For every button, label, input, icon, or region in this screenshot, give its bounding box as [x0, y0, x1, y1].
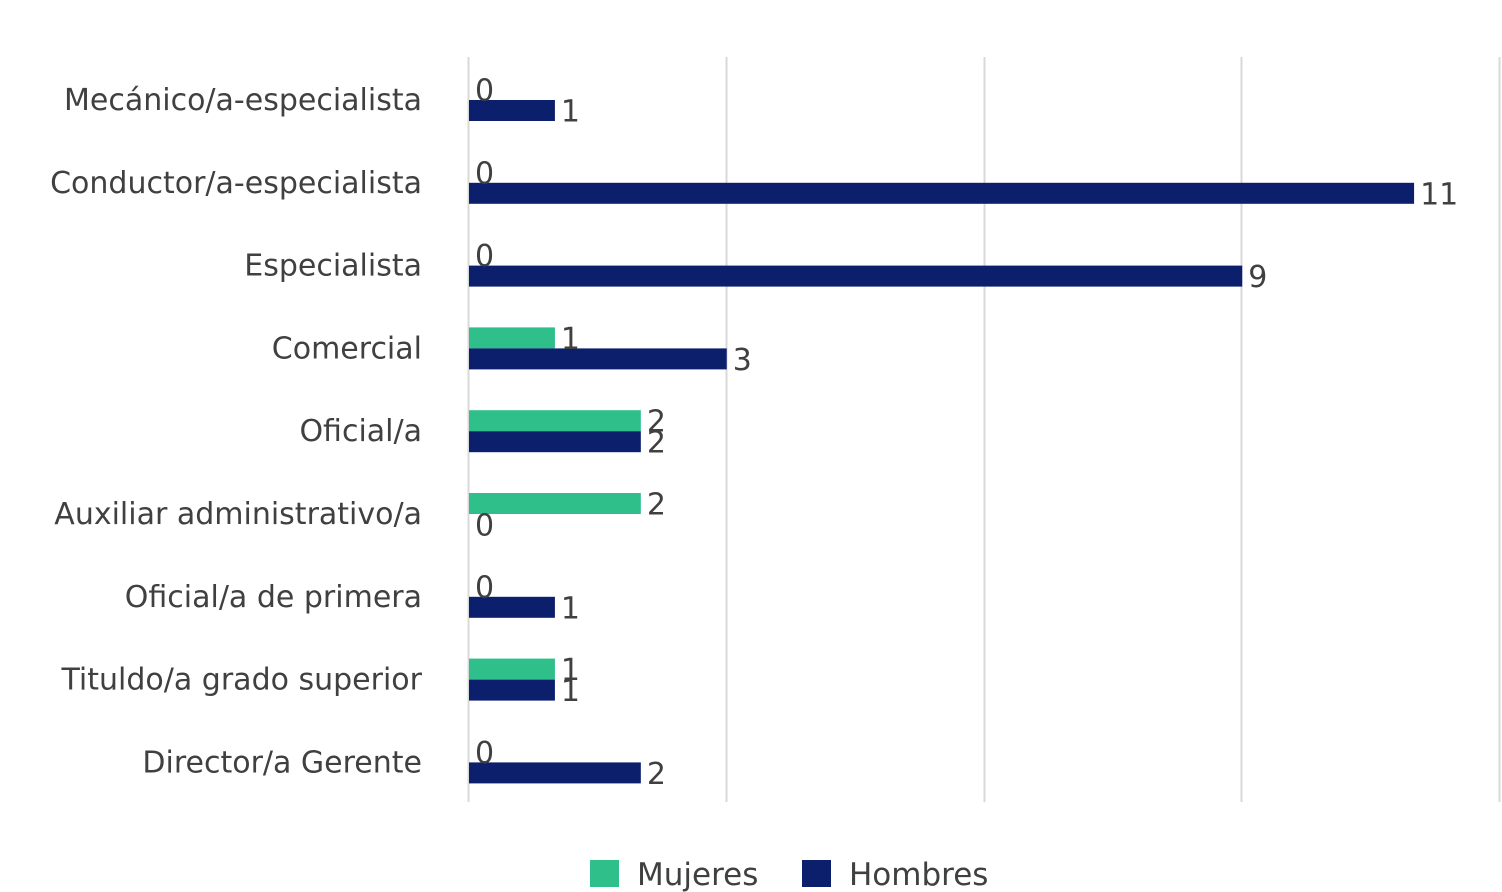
data-label-mujeres-tituldo-a-grado-superior: 1	[561, 653, 580, 688]
bar-mujeres-oficial-a	[469, 410, 641, 432]
data-label-mujeres-mecanico-a-especialista: 0	[475, 74, 494, 109]
legend-swatch-mujeres	[590, 860, 619, 887]
bars	[469, 100, 1415, 784]
bar-hombres-mecanico-a-especialista	[469, 100, 555, 121]
data-label-hombres-especialista: 9	[1248, 260, 1267, 295]
data-label-hombres-director-a-gerente: 2	[647, 757, 666, 792]
bar-hombres-director-a-gerente	[469, 762, 641, 784]
data-label-mujeres-oficial-a-de-primera: 0	[475, 570, 494, 605]
data-label-mujeres-conductor-a-especialista: 0	[475, 156, 494, 191]
category-label-oficial-a-de-primera: Oficial/a de primera	[125, 580, 422, 615]
data-label-hombres-auxiliar-administrativo-a: 0	[475, 509, 494, 544]
data-label-hombres-conductor-a-especialista: 11	[1420, 177, 1458, 212]
legend-label-mujeres: Mujeres	[637, 857, 758, 892]
bar-hombres-tituldo-a-grado-superior	[469, 679, 555, 701]
data-label-mujeres-especialista: 0	[475, 239, 494, 274]
data-label-hombres-tituldo-a-grado-superior: 1	[561, 674, 580, 709]
category-label-comercial: Comercial	[272, 331, 422, 366]
bar-hombres-comercial	[469, 348, 727, 370]
category-label-oficial-a: Oficial/a	[299, 414, 422, 449]
category-label-mecanico-a-especialista: Mecánico/a-especialista	[64, 83, 422, 118]
data-label-hombres-oficial-a: 2	[647, 426, 666, 461]
legend-label-hombres: Hombres	[849, 857, 988, 892]
category-labels: Mecánico/a-especialista Conductor/a-espec…	[50, 83, 423, 780]
category-label-auxiliar-administrativo-a: Auxiliar administrativo/a	[54, 497, 422, 532]
bar-hombres-especialista	[469, 265, 1243, 287]
bar-mujeres-auxiliar-administrativo-a	[469, 493, 641, 514]
data-label-mujeres-comercial: 1	[561, 322, 580, 357]
data-label-hombres-comercial: 3	[733, 343, 752, 378]
bar-mujeres-comercial	[469, 327, 555, 349]
category-label-especialista: Especialista	[244, 249, 422, 284]
bar-hombres-oficial-a	[469, 431, 641, 453]
gridlines	[467, 57, 1501, 802]
data-label-hombres-oficial-a-de-primera: 1	[561, 591, 580, 626]
bar-hombres-oficial-a-de-primera	[469, 596, 555, 618]
bar-mujeres-tituldo-a-grado-superior	[469, 658, 555, 680]
data-label-mujeres-director-a-gerente: 0	[475, 736, 494, 771]
bar-hombres-conductor-a-especialista	[469, 182, 1415, 204]
category-label-conductor-a-especialista: Conductor/a-especialista	[50, 166, 422, 201]
category-label-director-a-gerente: Director/a Gerente	[142, 745, 422, 780]
legend: Mujeres Hombres	[590, 857, 988, 892]
data-label-mujeres-oficial-a: 2	[647, 405, 666, 440]
data-label-mujeres-auxiliar-administrativo-a: 2	[647, 488, 666, 523]
legend-swatch-hombres	[802, 860, 831, 887]
data-label-hombres-mecanico-a-especialista: 1	[561, 95, 580, 130]
category-label-tituldo-a-grado-superior: Tituldo/a grado superior	[61, 663, 423, 698]
